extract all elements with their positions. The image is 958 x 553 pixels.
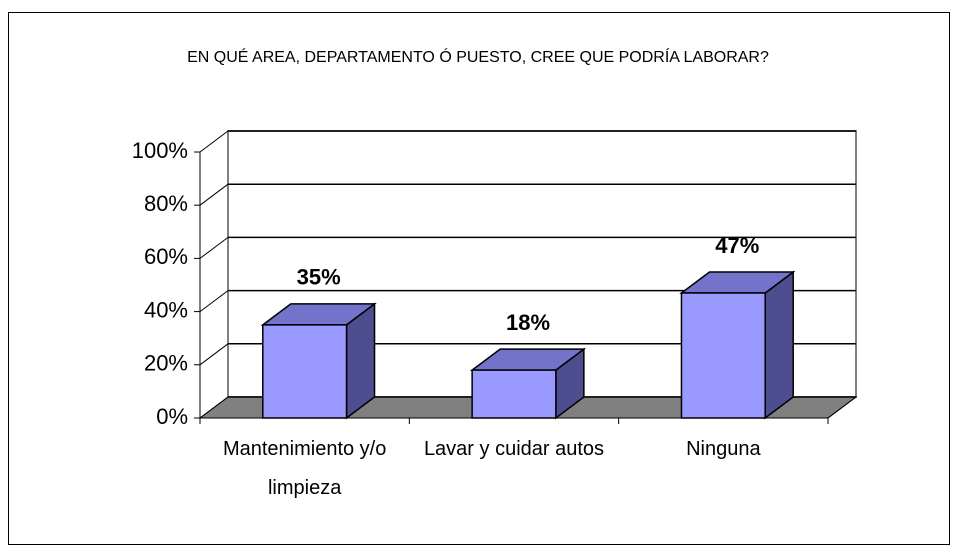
bar bbox=[680, 292, 766, 419]
x-tick-label: Mantenimiento y/o limpieza bbox=[222, 438, 387, 499]
x-tick-label: Ninguna bbox=[686, 438, 761, 460]
y-tick-label: 80% bbox=[144, 191, 188, 216]
grid-line-side bbox=[199, 290, 229, 313]
data-label: 47% bbox=[715, 233, 759, 258]
grid-line-side bbox=[199, 183, 229, 206]
grid-line-side bbox=[199, 130, 229, 153]
y-tick-label: 0% bbox=[156, 404, 188, 429]
grid-line-side bbox=[199, 396, 229, 419]
bar bbox=[471, 369, 557, 419]
x-tick-label: Lavar y cuidar autos bbox=[423, 438, 605, 460]
y-tick-label: 100% bbox=[132, 138, 188, 163]
y-tick-label: 20% bbox=[144, 351, 188, 376]
bar bbox=[262, 324, 348, 419]
y-tick-label: 60% bbox=[144, 244, 188, 269]
chart-title: EN QUÉ AREA, DEPARTAMENTO Ó PUESTO, CREE… bbox=[187, 49, 769, 66]
floor-edge bbox=[827, 396, 857, 419]
data-label: 18% bbox=[506, 310, 550, 335]
bar-side bbox=[764, 270, 794, 420]
data-label: 35% bbox=[297, 265, 341, 290]
grid-line-side bbox=[199, 236, 229, 259]
y-tick-label: 40% bbox=[144, 297, 188, 322]
grid-line-side bbox=[199, 343, 229, 366]
